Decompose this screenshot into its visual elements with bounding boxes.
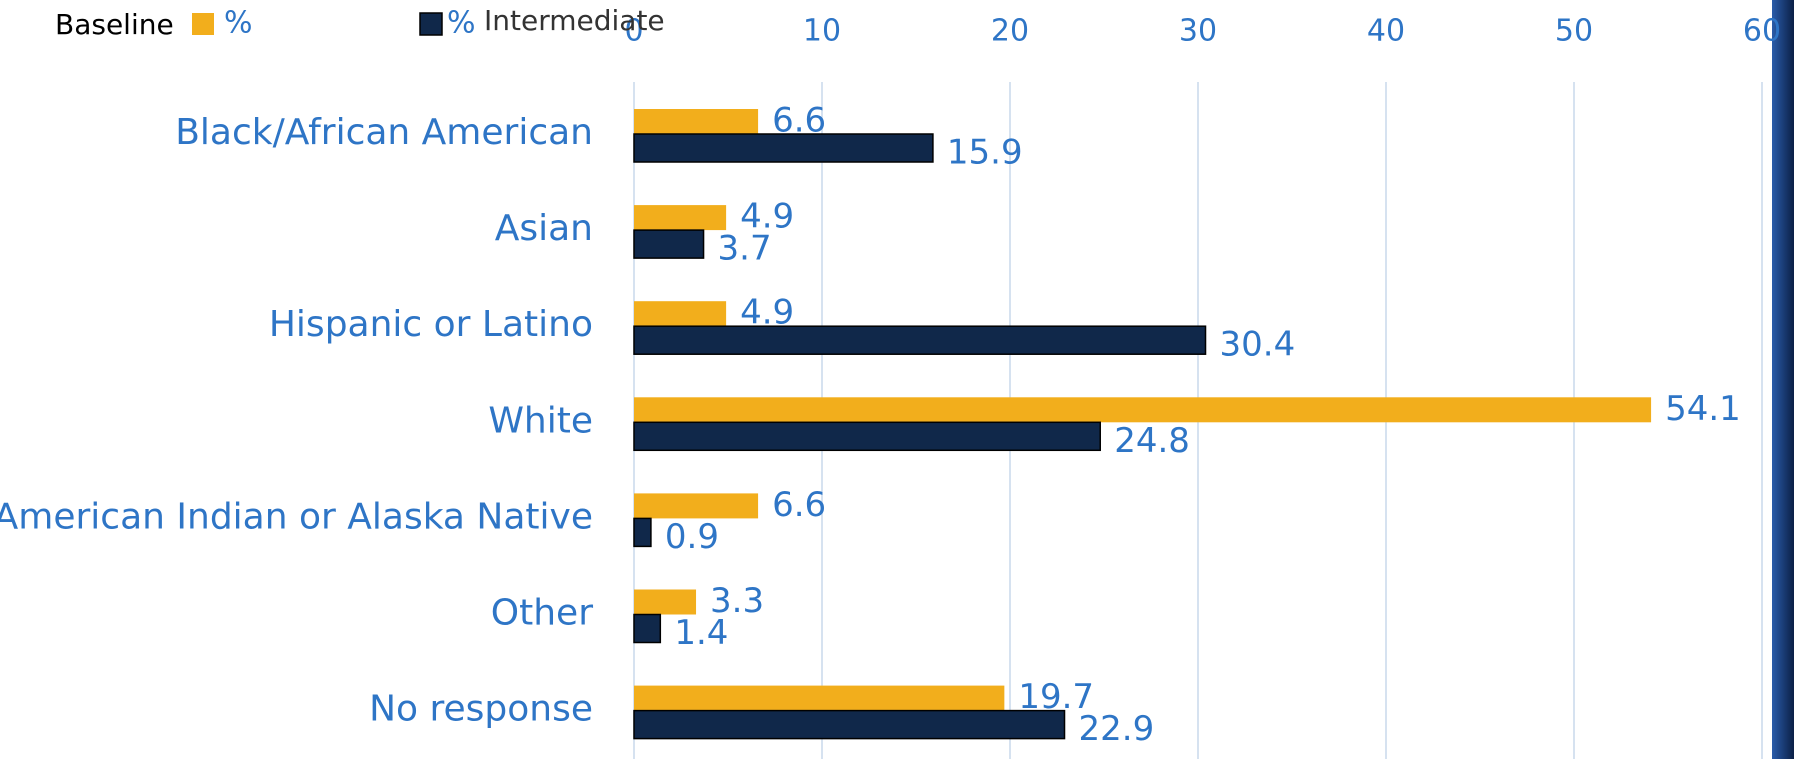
bar: [633, 229, 705, 259]
y-tick-label: White: [488, 400, 593, 441]
legend-swatch: [192, 13, 214, 35]
value-label: 54.1: [1665, 389, 1741, 429]
legend-swatch: [419, 12, 443, 36]
bar: [634, 109, 759, 134]
y-tick-label: Other: [491, 593, 593, 634]
x-tick-label: 10: [803, 14, 841, 49]
legend-label: Baseline: [55, 8, 174, 41]
y-tick-label: Hispanic or Latino: [269, 304, 593, 345]
value-label: 15.9: [947, 133, 1023, 173]
bar: [633, 613, 662, 644]
y-tick-label: American Indian or Alaska Native: [0, 496, 593, 537]
bar: [633, 421, 1101, 452]
y-tick-label: No response: [369, 689, 593, 730]
bar: [633, 517, 652, 548]
value-label: 6.6: [772, 485, 826, 525]
bar: [634, 493, 759, 519]
bar: [634, 589, 697, 615]
bar: [633, 325, 1207, 355]
value-label: 1.4: [674, 613, 728, 653]
x-tick-label: 30: [1179, 14, 1217, 49]
value-label: 24.8: [1114, 421, 1190, 461]
value-label: 4.9: [740, 197, 794, 237]
edge-band: [1772, 0, 1794, 759]
bar: [633, 133, 934, 163]
legend-name: %: [224, 6, 253, 41]
bar: [634, 301, 727, 327]
bar: [634, 205, 727, 231]
x-tick-label: 0: [624, 14, 643, 49]
x-tick-label: 50: [1555, 14, 1593, 49]
bar: [633, 709, 1066, 740]
x-tick-label: 20: [991, 14, 1029, 49]
y-tick-label: Asian: [495, 208, 593, 249]
bar: [634, 685, 1005, 711]
value-label: 0.9: [665, 517, 719, 557]
y-tick-label: Black/African American: [175, 112, 593, 153]
bar: [634, 397, 1652, 423]
legend-name: %: [447, 6, 476, 41]
value-label: 3.3: [710, 581, 764, 621]
x-tick-label: 40: [1367, 14, 1405, 49]
value-label: 22.9: [1079, 709, 1155, 749]
legend-label: Intermediate: [484, 4, 665, 37]
value-label: 30.4: [1220, 325, 1296, 365]
x-tick-label: 60: [1743, 14, 1781, 49]
value-label: 3.7: [718, 229, 772, 269]
